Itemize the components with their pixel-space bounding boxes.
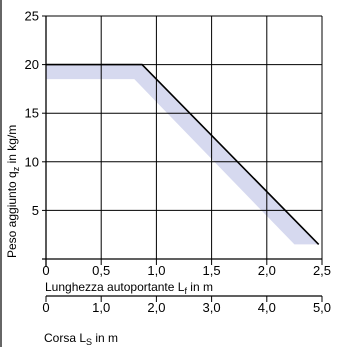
x-tick-label: 1,5 (203, 263, 221, 278)
y-axis-label: Peso aggiunto qz in kg/m (5, 125, 21, 258)
secondary-x-tick-label: 1,0 (92, 300, 110, 315)
y-tick-label: 15 (25, 106, 39, 121)
y-tick-label: 20 (25, 57, 39, 72)
load-line (46, 63, 320, 245)
x-tick-label: 0,5 (92, 263, 110, 278)
secondary-x-axis-label: Corsa LS in m (44, 331, 118, 347)
x-tick-label: 1,0 (147, 263, 165, 278)
y-tick-label: 10 (25, 154, 39, 169)
x-tick-label: 2,0 (258, 263, 276, 278)
secondary-x-tick-label: 2,0 (147, 300, 165, 315)
secondary-x-tick-label: 4,0 (258, 300, 276, 315)
x-tick-label: 0 (42, 263, 49, 278)
secondary-x-tick-label: 3,0 (203, 300, 221, 315)
x-tick-label: 2,5 (313, 263, 331, 278)
y-tick-label: 5 (32, 203, 39, 218)
x-axis-label: Lunghezza autoportante Lf in m (45, 280, 213, 296)
tolerance-band (46, 64, 319, 245)
y-tick-label: 25 (25, 9, 39, 24)
secondary-x-tick-label: 0 (42, 300, 49, 315)
secondary-x-tick-label: 5,0 (313, 300, 331, 315)
